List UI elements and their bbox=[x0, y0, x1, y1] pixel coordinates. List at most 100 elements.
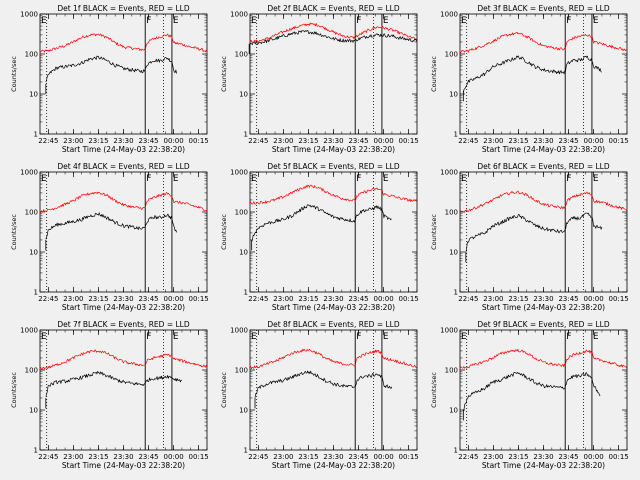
x-tick-label: 23:45 bbox=[348, 295, 368, 303]
x-tick-label: 00:15 bbox=[609, 453, 629, 461]
panel-title: Det 9f BLACK = Events, RED = LLD bbox=[477, 320, 610, 329]
y-tick-label: 1000 bbox=[20, 327, 38, 335]
x-tick-label: 23:15 bbox=[508, 453, 528, 461]
x-tick-label: 22:45 bbox=[458, 295, 478, 303]
x-tick-label: 23:00 bbox=[63, 295, 83, 303]
panel-2: Det 2f BLACK = Events, RED = LLD 1 10 100 10… bbox=[220, 4, 419, 154]
x-tick-label: 23:15 bbox=[508, 295, 528, 303]
x-tick-label: 22:45 bbox=[248, 137, 268, 145]
y-axis-label: Counts/sec bbox=[430, 214, 438, 250]
flag-label-E-left: E bbox=[461, 16, 467, 26]
plot-frame bbox=[459, 329, 628, 451]
panel-title: Det 5f BLACK = Events, RED = LLD bbox=[267, 162, 400, 171]
x-tick-label: 23:00 bbox=[273, 453, 293, 461]
x-tick-label: 23:30 bbox=[533, 453, 553, 461]
x-axis-label: Start Time (24-May-03 22:38:20) bbox=[272, 461, 395, 470]
x-tick-label: 00:00 bbox=[164, 137, 184, 145]
y-axis-label: Counts/sec bbox=[10, 214, 18, 250]
x-tick-label: 23:30 bbox=[113, 295, 133, 303]
y-tick-label: 1 bbox=[34, 289, 38, 297]
y-axis-label: Counts/sec bbox=[220, 56, 228, 92]
panel-7: Det 7f BLACK = Events, RED = LLD 1 10 100 10… bbox=[10, 320, 209, 470]
x-tick-label: 23:45 bbox=[348, 137, 368, 145]
y-tick-label: 1000 bbox=[230, 169, 248, 177]
panel-title: Det 2f BLACK = Events, RED = LLD bbox=[267, 4, 400, 13]
y-tick-label: 100 bbox=[445, 367, 458, 375]
x-tick-label: 23:00 bbox=[273, 295, 293, 303]
flag-label-E: E bbox=[173, 332, 179, 342]
plot-frame bbox=[249, 329, 418, 451]
x-tick-label: 22:45 bbox=[458, 137, 478, 145]
x-tick-label: 23:00 bbox=[483, 453, 503, 461]
lld-series-line bbox=[459, 31, 628, 54]
x-tick-label: 00:00 bbox=[164, 295, 184, 303]
x-tick-label: 00:00 bbox=[374, 137, 394, 145]
x-tick-label: 22:45 bbox=[248, 295, 268, 303]
panel-title: Det 6f BLACK = Events, RED = LLD bbox=[477, 162, 610, 171]
panel-6: Det 6f BLACK = Events, RED = LLD 1 10 100 10… bbox=[430, 162, 629, 312]
events-series-line bbox=[45, 55, 177, 83]
panel-4: Det 4f BLACK = Events, RED = LLD 1 10 100 10… bbox=[10, 162, 209, 312]
flag-label-E-left: E bbox=[41, 332, 47, 342]
panel-3: Det 3f BLACK = Events, RED = LLD 1 10 100 10… bbox=[430, 4, 629, 154]
x-tick-label: 23:30 bbox=[323, 295, 343, 303]
y-tick-label: 1000 bbox=[20, 169, 38, 177]
plot-frame bbox=[39, 13, 208, 135]
x-axis-label: Start Time (24-May-03 22:38:20) bbox=[62, 303, 185, 312]
x-tick-label: 00:00 bbox=[584, 137, 604, 145]
y-tick-label: 10 bbox=[239, 249, 248, 257]
events-series-line bbox=[254, 370, 393, 398]
x-tick-label: 23:45 bbox=[558, 295, 578, 303]
x-axis-label: Start Time (24-May-03 22:38:20) bbox=[272, 145, 395, 154]
y-tick-label: 10 bbox=[449, 407, 458, 415]
x-tick-label: 22:45 bbox=[38, 137, 58, 145]
x-tick-label: 23:45 bbox=[348, 453, 368, 461]
flag-label-E-left: E bbox=[251, 332, 257, 342]
y-tick-label: 10 bbox=[29, 91, 38, 99]
events-series-line bbox=[249, 30, 418, 46]
y-tick-label: 10 bbox=[29, 249, 38, 257]
y-axis-label: Counts/sec bbox=[220, 372, 228, 408]
panel-5: Det 5f BLACK = Events, RED = LLD 1 10 100 10… bbox=[220, 162, 419, 312]
x-tick-label: 23:15 bbox=[298, 137, 318, 145]
lld-series-line bbox=[39, 191, 207, 213]
events-series-line bbox=[462, 55, 602, 93]
x-tick-label: 23:15 bbox=[508, 137, 528, 145]
flag-label-E: E bbox=[593, 332, 599, 342]
lld-series-line bbox=[249, 184, 418, 205]
flag-label-E: E bbox=[173, 16, 179, 26]
x-tick-label: 22:45 bbox=[458, 453, 478, 461]
y-tick-label: 10 bbox=[239, 91, 248, 99]
y-tick-label: 10 bbox=[239, 407, 248, 415]
x-tick-label: 23:30 bbox=[113, 453, 133, 461]
events-series-line bbox=[465, 212, 603, 253]
y-tick-label: 100 bbox=[445, 209, 458, 217]
x-tick-label: 00:00 bbox=[374, 295, 394, 303]
flag-label-F: F bbox=[566, 332, 571, 342]
y-axis-label: Counts/sec bbox=[10, 56, 18, 92]
lld-series-line bbox=[39, 33, 208, 53]
x-tick-label: 23:15 bbox=[88, 137, 108, 145]
x-tick-label: 00:15 bbox=[399, 453, 419, 461]
y-tick-label: 10 bbox=[449, 91, 458, 99]
flag-label-E-left: E bbox=[41, 16, 47, 26]
plot-frame bbox=[39, 329, 208, 451]
y-tick-label: 1 bbox=[454, 447, 458, 455]
x-tick-label: 23:45 bbox=[558, 453, 578, 461]
flag-label-E: E bbox=[173, 174, 179, 184]
panel-title: Det 3f BLACK = Events, RED = LLD bbox=[477, 4, 610, 13]
y-tick-label: 100 bbox=[235, 367, 248, 375]
flag-label-E-left: E bbox=[41, 174, 47, 184]
events-series-line bbox=[45, 370, 182, 397]
flag-label-F: F bbox=[356, 332, 361, 342]
x-tick-label: 23:45 bbox=[138, 453, 158, 461]
x-tick-label: 23:45 bbox=[138, 295, 158, 303]
x-tick-label: 23:30 bbox=[323, 453, 343, 461]
x-tick-label: 23:00 bbox=[63, 453, 83, 461]
x-axis-label: Start Time (24-May-03 22:38:20) bbox=[482, 303, 605, 312]
flag-label-F: F bbox=[566, 16, 571, 26]
flag-label-E-left: E bbox=[251, 174, 257, 184]
x-tick-label: 23:00 bbox=[483, 295, 503, 303]
x-tick-label: 23:30 bbox=[323, 137, 343, 145]
x-tick-label: 00:15 bbox=[399, 295, 419, 303]
